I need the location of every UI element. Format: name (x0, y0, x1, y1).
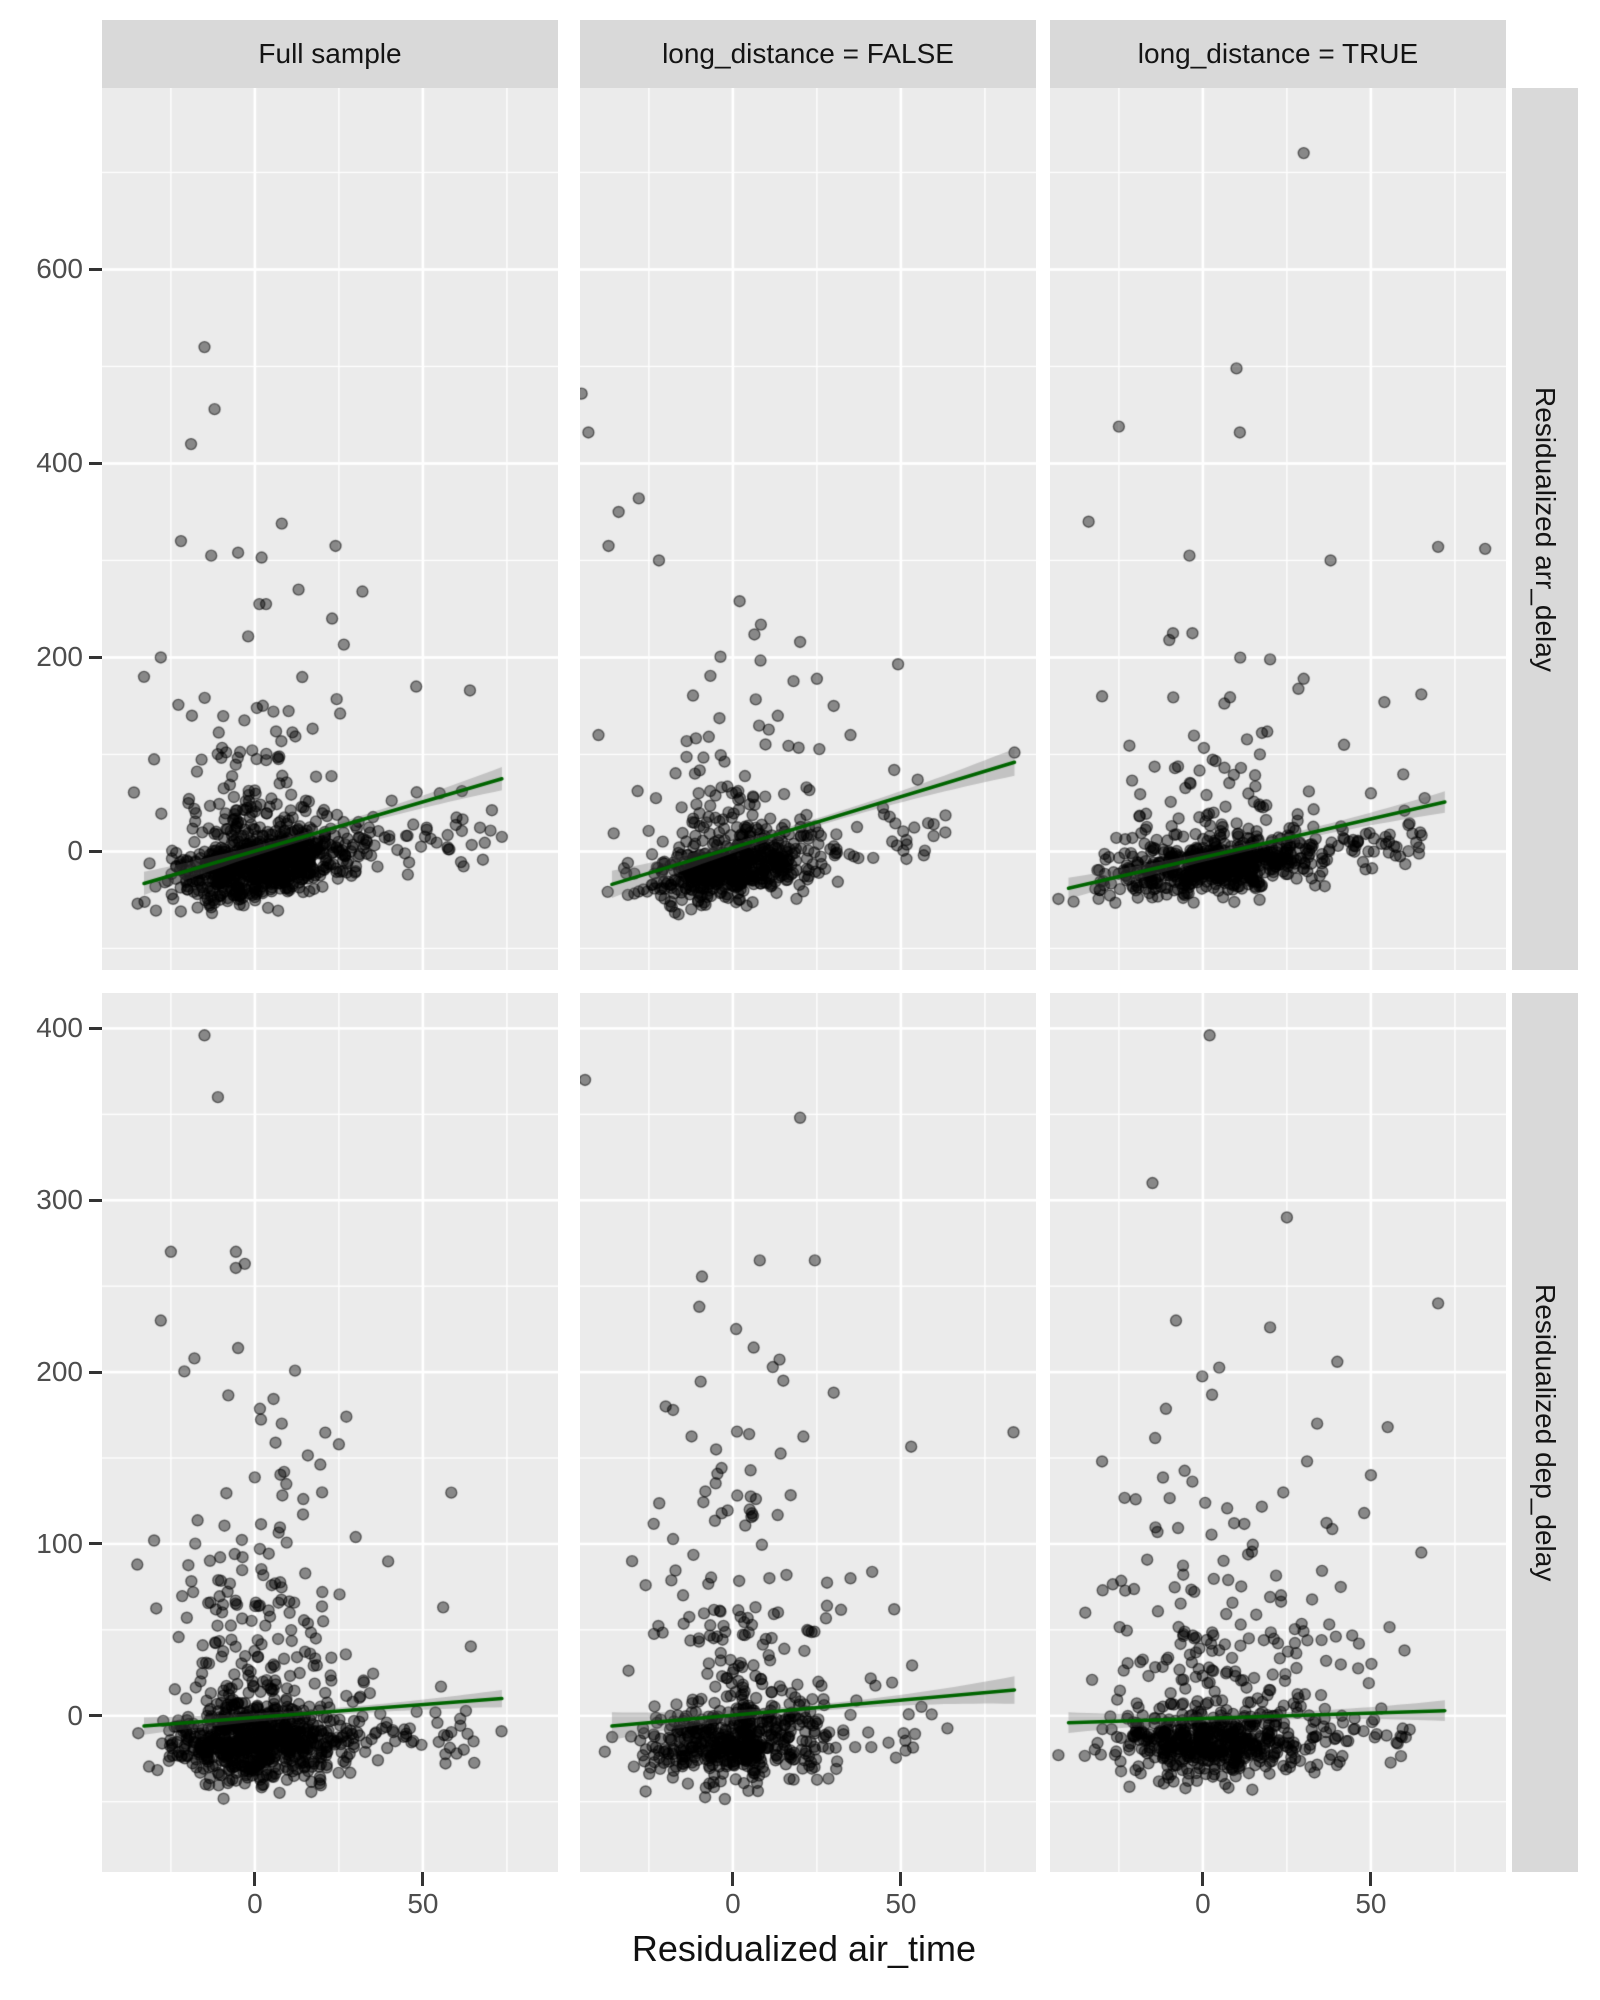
x-tick-label: 0 (247, 1888, 263, 1919)
y-tick-mark (89, 1542, 102, 1546)
y-tick-label: 400 (36, 1012, 83, 1044)
facet-strip-full-sample: Full sample (102, 20, 558, 88)
x-tick-mark (899, 1872, 903, 1886)
scatter-panel-dep-delay-long-distance-true (1050, 993, 1506, 1872)
facet-strip-residualized-arr-delay: Residualized arr_delay (1512, 88, 1578, 970)
y-tick-label: 0 (67, 1699, 83, 1731)
x-tick-mark (253, 1872, 257, 1886)
facet-strip-long-distance-true: long_distance = TRUE (1050, 20, 1506, 88)
facet-strip-label: long_distance = TRUE (1137, 38, 1419, 69)
x-axis-title: Residualized air_time (631, 1928, 977, 1969)
y-tick-label: 200 (36, 641, 83, 673)
y-tick-label: 400 (36, 447, 83, 479)
facet-strip-label: Residualized dep_delay (1530, 1283, 1561, 1582)
scatter-canvas (102, 993, 558, 1872)
x-tick-mark (421, 1872, 425, 1886)
facet-strip-label: long_distance = FALSE (662, 38, 954, 69)
scatter-panel-dep-delay-full-sample (102, 993, 558, 1872)
y-tick-mark (89, 1370, 102, 1374)
x-tick-mark (731, 1872, 735, 1886)
y-tick-label: 0 (67, 835, 83, 867)
x-tick-label: 50 (1355, 1888, 1387, 1919)
scatter-panel-arr-delay-full-sample (102, 88, 558, 970)
scatter-canvas (102, 88, 558, 970)
scatter-panel-arr-delay-long-distance-false (580, 88, 1036, 970)
y-tick-mark (89, 1198, 102, 1202)
scatter-canvas (580, 993, 1036, 1872)
y-tick-label: 600 (36, 253, 83, 285)
y-tick-mark (89, 655, 102, 659)
x-tick-label: 50 (885, 1888, 917, 1919)
facet-strip-residualized-dep-delay: Residualized dep_delay (1512, 993, 1578, 1872)
x-tick-label: 0 (725, 1888, 741, 1919)
y-tick-label: 200 (36, 1356, 83, 1388)
y-tick-mark (89, 1026, 102, 1030)
scatter-canvas (1050, 993, 1506, 1872)
y-tick-mark (89, 1714, 102, 1718)
x-tick-label: 0 (1195, 1888, 1211, 1919)
facet-strip-label: Residualized arr_delay (1530, 386, 1561, 672)
facet-strip-label: Full sample (258, 38, 402, 69)
y-tick-mark (89, 849, 102, 853)
x-tick-mark (1201, 1872, 1205, 1886)
scatter-canvas (580, 88, 1036, 970)
y-tick-mark (89, 267, 102, 271)
y-tick-label: 300 (36, 1184, 83, 1216)
scatter-panel-dep-delay-long-distance-false (580, 993, 1036, 1872)
x-tick-label: 50 (407, 1888, 439, 1919)
scatter-canvas (1050, 88, 1506, 970)
scatter-panel-arr-delay-long-distance-true (1050, 88, 1506, 970)
facet-strip-long-distance-false: long_distance = FALSE (580, 20, 1036, 88)
y-tick-mark (89, 461, 102, 465)
y-tick-label: 100 (36, 1527, 83, 1559)
x-tick-mark (1369, 1872, 1373, 1886)
